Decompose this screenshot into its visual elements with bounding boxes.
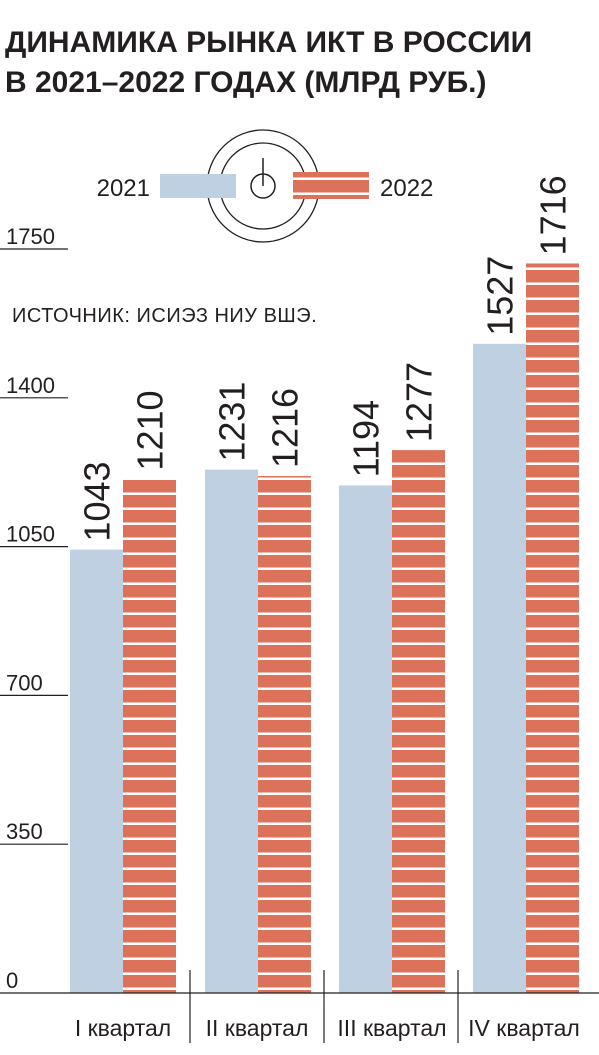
value-label-2021-q2: 1231 <box>212 382 253 462</box>
value-label-2021-q4: 1527 <box>480 256 521 336</box>
value-label-2022-q3: 1277 <box>399 362 440 442</box>
value-label-2022-q1: 1210 <box>130 390 171 470</box>
bar-2021-q1 <box>70 549 123 993</box>
y-tick-label-1750: 1750 <box>6 224 55 249</box>
value-labels: 1043 1210 1231 1216 1194 1277 1527 1716 <box>77 175 574 541</box>
y-tick-label-700: 700 <box>6 670 43 695</box>
y-tick-label-0: 0 <box>6 968 18 993</box>
category-label-q2: II квартал <box>206 1015 309 1041</box>
y-tick-label-1400: 1400 <box>6 373 55 398</box>
bar-2022-q2 <box>258 476 311 994</box>
legend: 2021 2022 <box>97 129 433 243</box>
value-label-2022-q4: 1716 <box>533 175 574 255</box>
category-label-q1: I квартал <box>75 1015 171 1041</box>
legend-label-2021: 2021 <box>97 175 150 202</box>
bar-2022-q4 <box>526 263 579 994</box>
bar-2021-q2 <box>205 469 258 993</box>
legend-swatch-2021 <box>160 174 236 198</box>
chart-title-line-2: В 2021–2022 ГОДАХ (МЛРД РУБ.) <box>5 66 486 99</box>
bar-2022-q1 <box>123 478 176 993</box>
value-label-2021-q1: 1043 <box>77 461 118 541</box>
bar-2021-q3 <box>339 485 392 993</box>
bars <box>70 263 579 994</box>
category-label-q3: III квартал <box>337 1015 446 1041</box>
bar-2021-q4 <box>473 343 526 993</box>
category-label-q4: IV квартал <box>468 1015 580 1041</box>
source-note: ИСТОЧНИК: ИСИЭЗ НИУ ВШЭ. <box>12 305 317 327</box>
legend-swatch-2022 <box>293 172 369 199</box>
y-axis: 0 350 700 1050 1400 1750 <box>0 224 68 993</box>
y-tick-label-350: 350 <box>6 819 43 844</box>
x-axis: I квартал II квартал III квартал IV квартал <box>0 970 599 1043</box>
bar-2022-q3 <box>392 450 445 994</box>
legend-label-2022: 2022 <box>380 175 433 202</box>
chart-title-line-1: ДИНАМИКА РЫНКА ИКТ В РОССИИ <box>5 26 532 59</box>
value-label-2021-q3: 1194 <box>346 400 387 477</box>
value-label-2022-q2: 1216 <box>265 388 306 468</box>
y-tick-label-1050: 1050 <box>6 522 55 547</box>
